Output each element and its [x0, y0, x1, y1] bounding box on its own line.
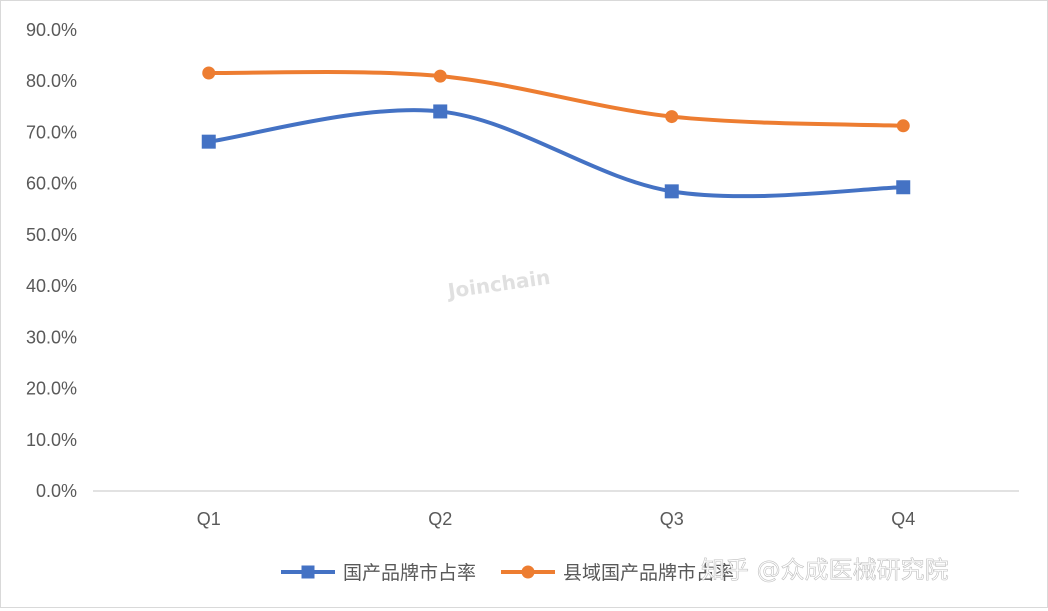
data-point [896, 180, 911, 195]
y-tick-label: 10.0% [26, 430, 77, 450]
y-axis-ticks: 0.0% 10.0% 20.0% 30.0% 40.0% 50.0% 60.0% 70.0% 8… [26, 20, 77, 501]
series-line [206, 108, 906, 199]
y-tick-label: 20.0% [26, 379, 77, 399]
x-tick-label: Q4 [891, 509, 915, 529]
y-tick-label: 70.0% [26, 122, 77, 142]
y-tick-label: 0.0% [36, 481, 77, 501]
y-tick-label: 80.0% [26, 71, 77, 91]
series-1 [201, 104, 911, 199]
y-tick-label: 60.0% [26, 174, 77, 194]
y-tick-label: 90.0% [26, 20, 77, 40]
legend-marker [301, 565, 315, 579]
x-axis-ticks: Q1 Q2 Q3 Q4 [197, 509, 916, 529]
data-point [433, 69, 447, 83]
data-point [664, 184, 679, 199]
legend-label: 县域国产品牌市占率 [563, 562, 734, 584]
legend-marker [521, 565, 535, 579]
data-point [896, 119, 910, 133]
watermark-center: Joinchain [444, 265, 551, 303]
series-2 [202, 66, 910, 133]
data-point [202, 66, 216, 80]
y-tick-label: 50.0% [26, 225, 77, 245]
data-point [665, 110, 679, 124]
legend: 国产品牌市占率 县域国产品牌市占率 [281, 562, 734, 584]
y-tick-label: 40.0% [26, 276, 77, 296]
watermark-corner: 知乎 @众成医械研究院 [701, 556, 949, 584]
legend-entry: 国产品牌市占率 [281, 562, 476, 584]
legend-entry: 县域国产品牌市占率 [501, 562, 734, 584]
legend-label: 国产品牌市占率 [343, 562, 476, 584]
data-point [433, 104, 448, 119]
y-tick-label: 30.0% [26, 327, 77, 347]
x-tick-label: Q3 [660, 509, 684, 529]
x-tick-label: Q1 [197, 509, 221, 529]
series-layer [201, 66, 911, 199]
x-tick-label: Q2 [428, 509, 452, 529]
series-line [206, 70, 906, 128]
data-point [201, 134, 216, 149]
